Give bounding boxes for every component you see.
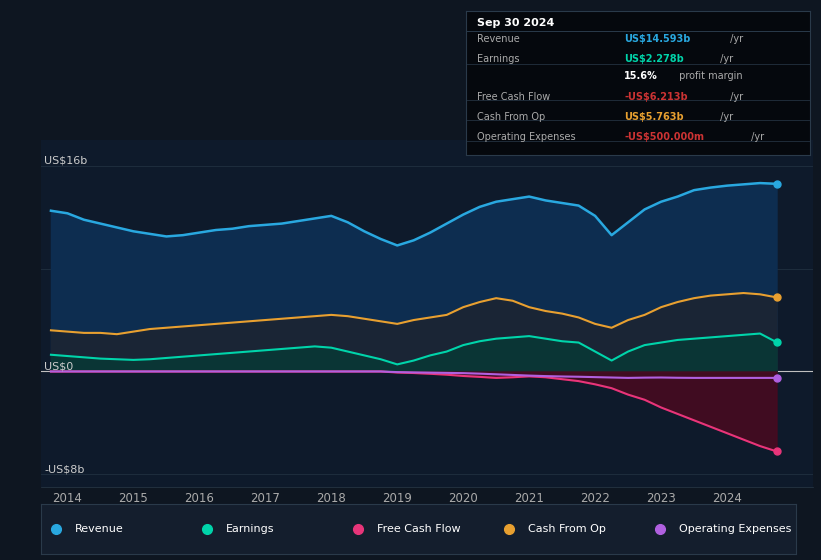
Text: profit margin: profit margin <box>676 71 742 81</box>
Text: 15.6%: 15.6% <box>624 71 658 81</box>
Text: Sep 30 2024: Sep 30 2024 <box>477 18 554 28</box>
Text: Free Cash Flow: Free Cash Flow <box>377 524 461 534</box>
Text: US$2.278b: US$2.278b <box>624 54 684 64</box>
Text: Operating Expenses: Operating Expenses <box>477 132 576 142</box>
Text: -US$6.213b: -US$6.213b <box>624 91 688 101</box>
Text: Free Cash Flow: Free Cash Flow <box>477 91 550 101</box>
Text: -US$8b: -US$8b <box>44 464 85 474</box>
Text: Cash From Op: Cash From Op <box>477 112 545 122</box>
Text: Operating Expenses: Operating Expenses <box>679 524 791 534</box>
Text: Earnings: Earnings <box>226 524 274 534</box>
Text: /yr: /yr <box>717 112 733 122</box>
Text: Revenue: Revenue <box>75 524 124 534</box>
Text: US$16b: US$16b <box>44 156 88 166</box>
Text: /yr: /yr <box>727 34 743 44</box>
Text: /yr: /yr <box>717 54 733 64</box>
Text: Earnings: Earnings <box>477 54 519 64</box>
Text: Cash From Op: Cash From Op <box>528 524 606 534</box>
Text: US$14.593b: US$14.593b <box>624 34 690 44</box>
Text: -US$500.000m: -US$500.000m <box>624 132 704 142</box>
Text: /yr: /yr <box>748 132 764 142</box>
Text: Revenue: Revenue <box>477 34 520 44</box>
Text: US$0: US$0 <box>44 361 74 371</box>
Text: US$5.763b: US$5.763b <box>624 112 684 122</box>
Text: /yr: /yr <box>727 91 743 101</box>
